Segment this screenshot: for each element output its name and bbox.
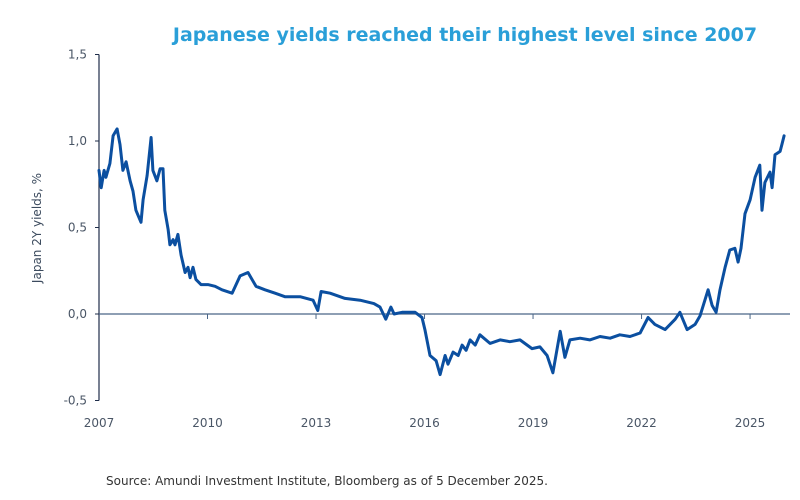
source-note: Source: Amundi Investment Institute, Blo… — [106, 474, 548, 488]
x-tick-label: 2025 — [735, 416, 766, 430]
chart-title: Japanese yields reached their highest le… — [172, 24, 758, 46]
x-tick-label: 2013 — [301, 416, 332, 430]
y-tick-label: 0,5 — [68, 221, 87, 235]
x-tick-label: 2007 — [84, 416, 115, 430]
x-tick-label: 2019 — [518, 416, 549, 430]
y-tick-label: -0,5 — [64, 394, 87, 408]
y-tick-label: 1,0 — [68, 134, 87, 148]
x-tick-label: 2022 — [626, 416, 657, 430]
series-line-japan-2y-yield — [97, 127, 786, 377]
y-tick-label: 0,0 — [68, 307, 87, 321]
x-tick-label: 2010 — [192, 416, 223, 430]
y-tick-label: 1,5 — [68, 48, 87, 62]
x-tick-label: 2016 — [409, 416, 440, 430]
